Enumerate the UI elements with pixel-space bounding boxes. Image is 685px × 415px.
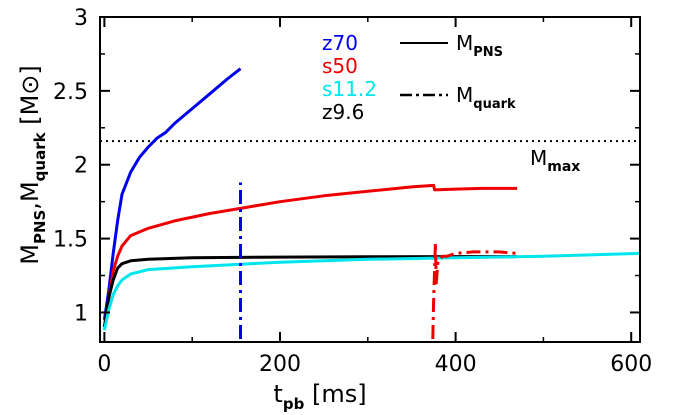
y-tick-label: 2 (74, 154, 88, 179)
series-line-s11-2-m-pns (102, 251, 641, 331)
y-tick-label: 3 (74, 6, 88, 31)
legend-model-s11-2: s11.2 (322, 77, 377, 101)
sun-symbol: ⊙ (16, 75, 44, 95)
plot-frame (99, 16, 641, 343)
series-line-s50-m-quark (431, 241, 518, 340)
legend-model-z70: z70 (322, 31, 358, 55)
legend-models: z70 s50 s11.2 z9.6 (322, 31, 377, 124)
x-tick-label: 400 (435, 352, 477, 377)
y-tick-label: 2.5 (53, 80, 88, 105)
mmax-label: Mmax (530, 146, 580, 175)
x-axis-label: tpb [ms] (273, 380, 366, 413)
series-line-s50-m-pns (102, 183, 518, 328)
legend-label-mpns: MPNS (456, 31, 503, 60)
legend-model-s50: s50 (322, 54, 358, 78)
y-tick-label: 1 (74, 301, 88, 326)
axes: 0 200 400 600 1 1.5 2 2.5 3 (53, 6, 652, 377)
legend-model-z9-6: z9.6 (322, 100, 364, 124)
legend-label-mquark: Mquark (456, 83, 516, 112)
legend-styles: MPNS Mquark (400, 31, 516, 112)
plot-area (100, 67, 641, 340)
series-line-z70-m-pns (102, 67, 242, 321)
x-tick-label: 0 (97, 352, 111, 377)
x-tick-label: 200 (259, 352, 301, 377)
y-axis-label: MPNS,Mquark [M⊙] (16, 65, 49, 265)
series-line-z9-6-m-pns (102, 255, 518, 328)
y-tick-label: 1.5 (53, 228, 88, 253)
x-tick-label: 600 (610, 352, 652, 377)
